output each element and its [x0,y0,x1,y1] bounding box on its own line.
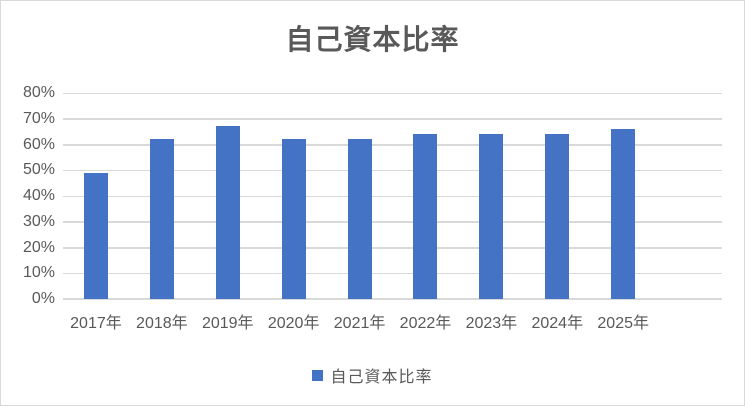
bar-slot-2017年 [63,93,129,299]
y-tick-label: 50% [22,161,55,179]
x-tick-label-2025年: 2025年 [597,315,649,332]
y-tick-label: 30% [22,212,55,230]
bar-slot-2018年 [129,93,195,299]
y-tick-label: 40% [22,187,55,204]
bar-slot-2019年 [195,93,261,299]
plot-area [63,92,722,300]
y-tick-label: 0% [31,290,55,307]
x-tick-label-2020年: 2020年 [267,315,320,332]
bar-slot-2023年 [458,93,524,299]
bar-slot-2020年 [261,93,327,299]
x-tick-label-2018年: 2018年 [136,315,188,332]
x-tick-label-2017年: 2017年 [70,315,122,332]
y-tick-label: 80% [22,84,55,101]
gridline-30 [63,221,722,223]
gridline-10 [63,272,722,275]
gridline-80 [63,92,722,94]
bar-2022年[interactable] [413,134,438,299]
chart-title: 自己資本比率 [285,24,460,55]
gridline-20 [63,247,722,249]
bar-2023年[interactable] [479,134,504,299]
bar-2024年[interactable] [545,134,570,299]
legend-swatch-icon [312,369,324,381]
legend-label: 自己資本比率 [330,369,433,386]
gridline-60 [63,144,722,146]
y-tick-label: 20% [22,238,55,256]
y-tick-label: 10% [22,264,55,282]
bar-slot-2024年 [524,93,590,299]
x-tick-label-2023年: 2023年 [465,315,518,332]
bars-container [63,93,722,299]
x-axis-labels: 2017年 2018年 2019年 2020年 2021年 2022年 2023年 2024年… [63,309,722,333]
bar-2018年[interactable] [149,139,174,299]
bar-slot-2025年 [590,93,656,299]
legend[interactable]: 自己資本比率 [1,363,744,387]
gridline-40 [63,195,722,197]
y-tick-label: 60% [22,135,55,153]
gridline-50 [63,169,722,172]
gridline-70 [63,118,722,120]
x-tick-label-2021年: 2021年 [333,315,386,332]
bar-2025年[interactable] [611,129,636,299]
bar-slot-2022年 [393,93,459,299]
y-tick-label: 70% [22,109,55,127]
bar-slot-2021年 [327,93,393,299]
bar-2021年[interactable] [347,139,372,299]
x-tick-label-2024年: 2024年 [531,315,584,332]
gridline-0 [63,298,722,300]
bar-2017年[interactable] [83,172,108,299]
x-tick-label-2019年: 2019年 [201,315,254,332]
bar-slot-empty [656,93,722,299]
bar-2019年[interactable] [215,126,240,299]
x-tick-label-empty [656,309,722,333]
bar-2020年[interactable] [281,139,306,299]
y-axis-labels: 0% 10% 20% 30% 40% 50% 60% 70% 80% [1,85,55,307]
x-tick-label-2022年: 2022年 [399,315,452,332]
